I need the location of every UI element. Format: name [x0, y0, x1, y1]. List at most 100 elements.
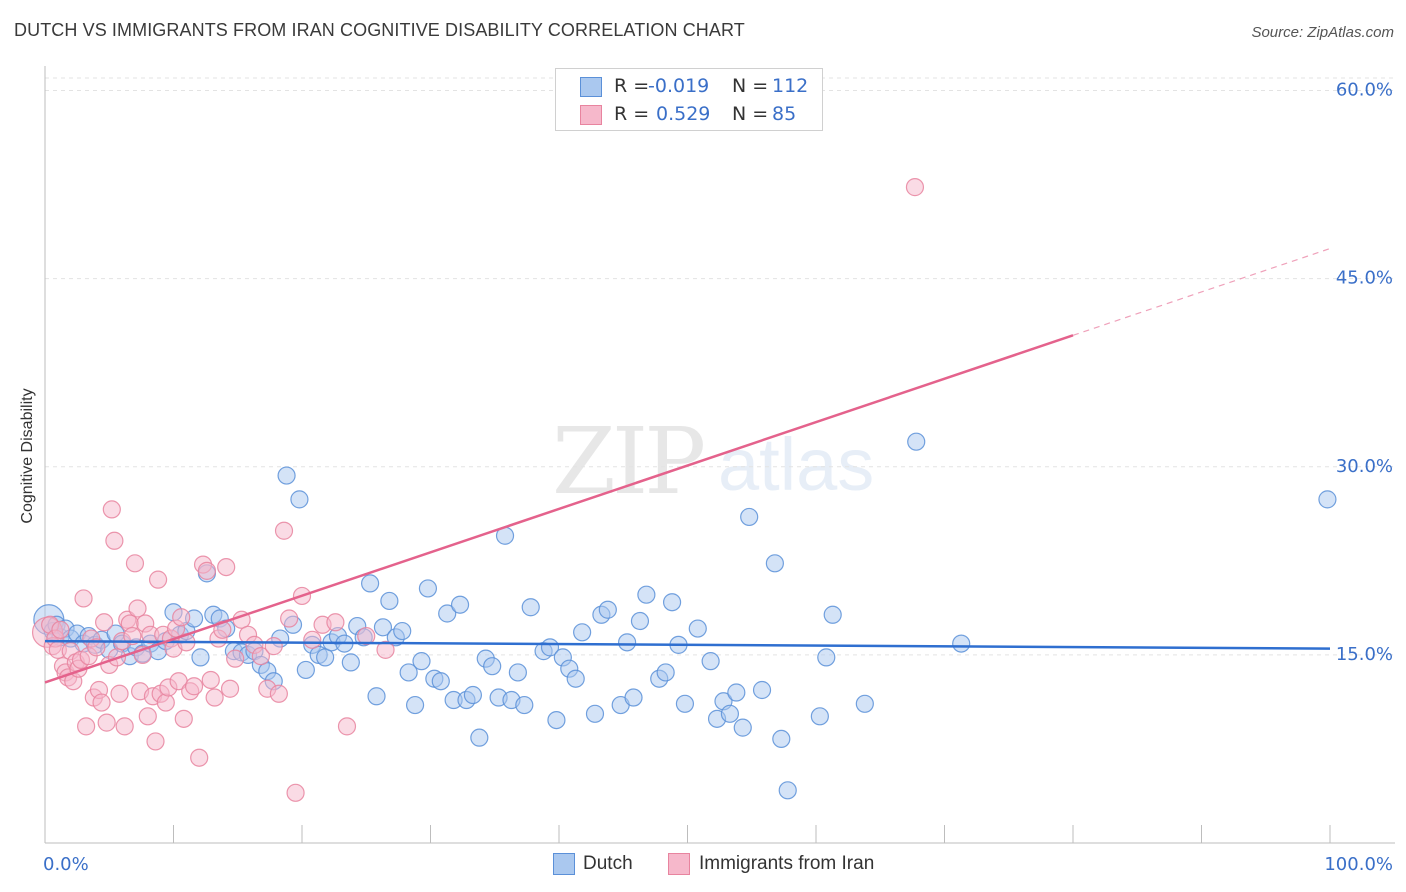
dutch-point	[316, 648, 335, 667]
dutch-point	[361, 574, 380, 593]
dutch-point	[630, 611, 650, 631]
dutch-point	[463, 685, 483, 705]
dutch-point	[907, 432, 926, 451]
dutch-point	[573, 623, 592, 642]
iran-point	[226, 649, 245, 668]
iran-point	[148, 570, 168, 589]
x-tick-label-max: 100.0%	[1324, 854, 1393, 875]
iran-point	[337, 717, 357, 736]
dutch-point	[367, 687, 386, 706]
iran-point	[146, 732, 165, 751]
iran-point	[184, 677, 204, 696]
dutch-point	[810, 707, 829, 726]
iran-point	[115, 717, 134, 736]
iran-point	[102, 500, 121, 519]
dutch-point	[662, 593, 682, 612]
dutch-point	[508, 663, 527, 682]
dutch-point	[823, 605, 842, 624]
bottom-dutch-swatch	[553, 853, 575, 875]
iran-point	[280, 609, 299, 628]
trend-lines	[44, 247, 1331, 684]
dutch-point	[701, 652, 720, 671]
iran-point	[77, 717, 96, 736]
iran-point	[220, 679, 240, 698]
dutch-point	[817, 648, 836, 667]
dutch-point	[720, 704, 740, 723]
y-tick-label: 45.0%	[1336, 268, 1393, 289]
iran-point	[110, 684, 129, 703]
iran-point	[125, 554, 145, 573]
iran-point	[95, 613, 114, 632]
iran-point	[172, 608, 191, 627]
tick-labels: 15.0% 30.0% 45.0% 60.0% 0.0% 100.0%	[43, 80, 1393, 875]
dutch-point	[341, 653, 360, 672]
iran-point	[97, 713, 116, 732]
x-tick-label-min: 0.0%	[43, 854, 89, 875]
iran-point	[105, 531, 124, 550]
dutch-point	[733, 718, 752, 737]
dutch-point	[515, 695, 534, 715]
iran-point	[128, 599, 147, 618]
bottom-dutch-label: Dutch	[583, 853, 633, 874]
y-tick-label: 30.0%	[1336, 456, 1393, 477]
iran-point	[138, 707, 157, 726]
iran-point	[74, 589, 93, 608]
dutch-r-label: R =	[614, 75, 650, 97]
dutch-point	[618, 633, 637, 652]
dutch-n-value: 112	[772, 75, 809, 97]
dutch-point	[637, 585, 656, 604]
dutch-point	[438, 604, 457, 623]
iran-n-value: 85	[772, 103, 797, 125]
iran-point	[217, 557, 236, 577]
dutch-point	[412, 652, 431, 671]
stats-legend: R = -0.019 N = 112 R = 0.529 N = 85	[555, 68, 823, 131]
iran-point	[201, 670, 220, 690]
iran-n-label: N =	[732, 103, 769, 125]
dutch-point	[470, 728, 489, 747]
dutch-point	[290, 490, 309, 509]
dutch-point	[296, 660, 315, 680]
y-tick-label: 15.0%	[1336, 644, 1393, 665]
iran-point	[156, 693, 175, 712]
dutch-point	[566, 669, 585, 688]
dutch-point	[483, 657, 502, 676]
dutch-point	[405, 695, 425, 715]
source-label: Source: ZipAtlas.com	[1251, 24, 1394, 41]
iran-point	[51, 620, 70, 639]
iran-point	[357, 626, 376, 646]
dutch-point	[656, 663, 675, 682]
y-tick-label: 60.0%	[1336, 80, 1393, 101]
iran-point	[326, 613, 345, 632]
iran-trend-line	[44, 334, 1074, 684]
iran-point	[286, 783, 305, 802]
iran-point	[251, 647, 270, 666]
iran-point	[264, 637, 283, 656]
iran-point	[303, 630, 322, 649]
dutch-point	[547, 710, 566, 730]
dutch-trend-line	[44, 639, 1331, 650]
dutch-point	[624, 688, 643, 707]
dutch-point	[598, 600, 617, 619]
chart-title: DUTCH VS IMMIGRANTS FROM IRAN COGNITIVE …	[14, 20, 745, 40]
dutch-point	[765, 554, 784, 573]
dutch-n-label: N =	[732, 75, 769, 97]
watermark-atlas: atlas	[718, 423, 875, 506]
iran-r-value: 0.529	[656, 103, 711, 125]
dutch-point	[772, 729, 791, 749]
iran-point	[87, 638, 106, 657]
iran-point	[190, 748, 209, 767]
dutch-point	[675, 694, 695, 713]
bottom-iran-swatch	[668, 853, 690, 875]
dutch-point	[778, 781, 797, 800]
watermark-zip: ZIP	[552, 408, 706, 515]
dutch-r-value: -0.019	[648, 75, 710, 97]
iran-point	[205, 688, 224, 707]
dutch-point	[277, 466, 296, 485]
iran-point	[376, 640, 395, 659]
dutch-point	[855, 694, 874, 713]
bottom-iran-label: Immigrants from Iran	[699, 853, 875, 874]
gridlines	[45, 77, 1395, 656]
dutch-point	[688, 619, 707, 638]
dutch-point	[740, 507, 759, 527]
